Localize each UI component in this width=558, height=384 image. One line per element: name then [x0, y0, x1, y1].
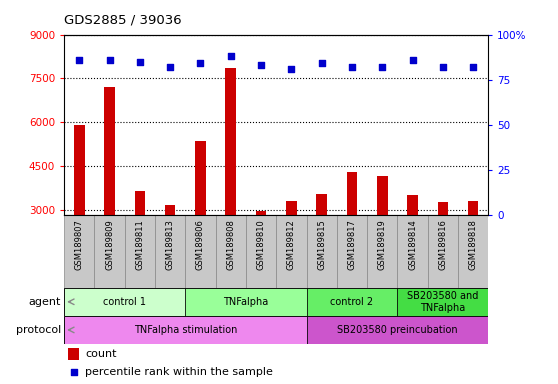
Point: [408, 57, 417, 63]
Point: [317, 60, 326, 66]
Bar: [286, 201, 297, 215]
Text: GSM189807: GSM189807: [75, 219, 84, 270]
Bar: [246, 215, 276, 288]
Text: GSM189810: GSM189810: [257, 219, 266, 270]
Text: GSM189806: GSM189806: [196, 219, 205, 270]
Bar: [134, 190, 145, 215]
Bar: [397, 288, 488, 316]
Bar: [468, 201, 478, 215]
Bar: [337, 215, 367, 288]
Bar: [367, 215, 397, 288]
Point: [166, 64, 175, 70]
Text: control 1: control 1: [103, 297, 146, 307]
Text: GSM189819: GSM189819: [378, 219, 387, 270]
Text: GSM189814: GSM189814: [408, 219, 417, 270]
Bar: [185, 215, 215, 288]
Bar: [155, 215, 185, 288]
Point: [287, 66, 296, 72]
Point: [75, 57, 84, 63]
Bar: [306, 215, 337, 288]
Text: GSM189812: GSM189812: [287, 219, 296, 270]
Bar: [347, 172, 357, 215]
Bar: [276, 215, 306, 288]
Bar: [165, 205, 175, 215]
Bar: [215, 215, 246, 288]
Text: GSM189816: GSM189816: [439, 219, 448, 270]
Point: [378, 64, 387, 70]
Point: [196, 60, 205, 66]
Bar: [458, 215, 488, 288]
Text: SB203580 preincubation: SB203580 preincubation: [337, 325, 458, 335]
Text: TNFalpha stimulation: TNFalpha stimulation: [134, 325, 237, 335]
Text: GSM189811: GSM189811: [136, 219, 145, 270]
Text: agent: agent: [29, 297, 61, 307]
Point: [105, 57, 114, 63]
Text: GDS2885 / 39036: GDS2885 / 39036: [64, 14, 182, 27]
Text: GSM189808: GSM189808: [227, 219, 235, 270]
Bar: [94, 215, 125, 288]
Bar: [437, 202, 448, 215]
Bar: [306, 316, 488, 344]
Bar: [377, 176, 387, 215]
Bar: [64, 316, 306, 344]
Bar: [195, 141, 206, 215]
Text: GSM189817: GSM189817: [348, 219, 357, 270]
Bar: [74, 125, 85, 215]
Text: GSM189813: GSM189813: [166, 219, 175, 270]
Point: [69, 369, 78, 375]
Point: [227, 53, 235, 60]
Text: TNFalpha: TNFalpha: [223, 297, 268, 307]
Bar: [225, 68, 236, 215]
Text: protocol: protocol: [16, 325, 61, 335]
Point: [348, 64, 357, 70]
Bar: [316, 194, 327, 215]
Text: SB203580 and
TNFalpha: SB203580 and TNFalpha: [407, 291, 479, 313]
Point: [136, 59, 145, 65]
Bar: [256, 211, 266, 215]
Text: GSM189815: GSM189815: [317, 219, 326, 270]
Bar: [125, 215, 155, 288]
Text: percentile rank within the sample: percentile rank within the sample: [85, 367, 273, 377]
Point: [439, 64, 448, 70]
Point: [257, 62, 266, 68]
Bar: [427, 215, 458, 288]
Bar: [64, 288, 185, 316]
Text: control 2: control 2: [330, 297, 373, 307]
Bar: [104, 87, 115, 215]
Text: GSM189809: GSM189809: [105, 219, 114, 270]
Bar: [407, 195, 418, 215]
Bar: [69, 348, 79, 360]
Text: GSM189818: GSM189818: [469, 219, 478, 270]
Bar: [185, 288, 306, 316]
Text: count: count: [85, 349, 117, 359]
Bar: [64, 215, 94, 288]
Bar: [306, 288, 397, 316]
Bar: [397, 215, 427, 288]
Point: [469, 64, 478, 70]
